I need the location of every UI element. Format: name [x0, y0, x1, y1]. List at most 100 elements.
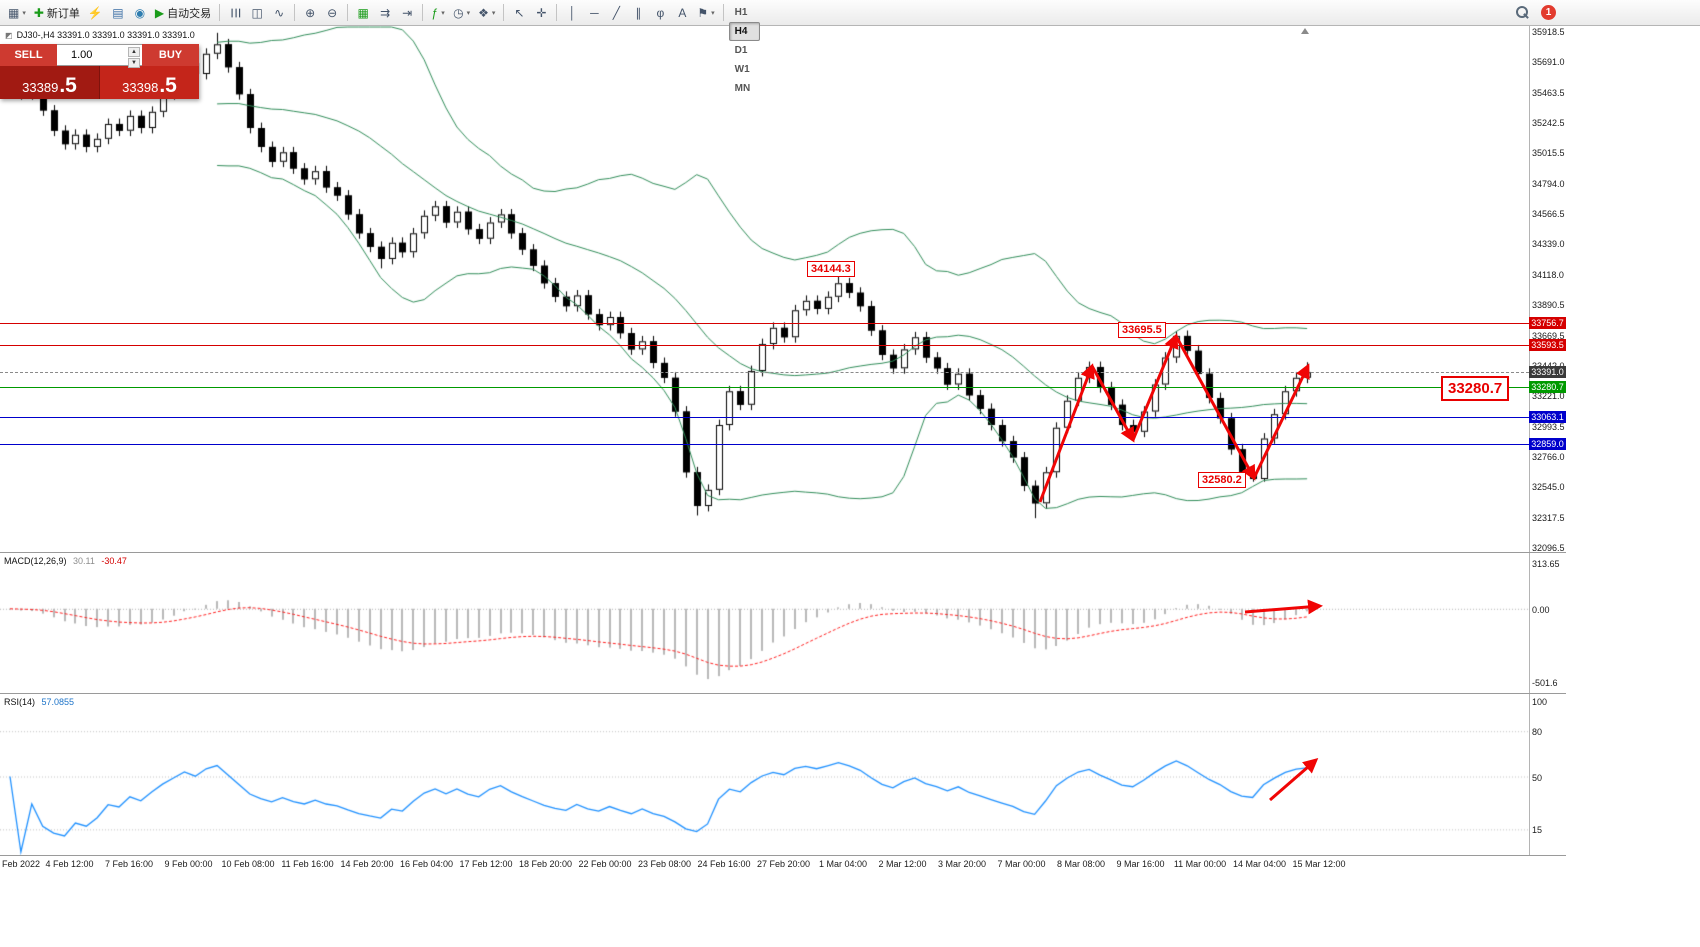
bar-chart-button[interactable]: ☰ — [225, 3, 245, 23]
timeframe-h1-button[interactable]: H1 — [734, 7, 748, 18]
timeframe-d1-button[interactable]: D1 — [734, 45, 748, 56]
channel-button[interactable]: ∥ — [628, 3, 648, 23]
sell-button[interactable]: SELL — [0, 44, 57, 66]
web-community-button[interactable]: ◉ — [130, 3, 150, 23]
trendline-button[interactable]: ╱ — [606, 3, 626, 23]
price-axis-label: 32317.5 — [1532, 512, 1565, 523]
rsi-panel-splitter[interactable] — [0, 693, 1566, 694]
price-line-tag: 32859.0 — [1529, 438, 1566, 451]
toolbar-separator — [294, 4, 296, 21]
timeframe-mn-button[interactable]: MN — [734, 83, 751, 94]
price-line-tag: 33280.7 — [1529, 381, 1566, 394]
horizontal-line-object[interactable] — [0, 322, 1529, 324]
chart-annotation-label[interactable]: 33695.5 — [1118, 322, 1166, 338]
auto-scroll-button[interactable]: ⇉ — [375, 3, 395, 23]
crosshair-button[interactable]: ✛ — [531, 3, 551, 23]
templates-button[interactable]: ❖ ▾ — [475, 3, 498, 23]
toolbar: ▦▾✚新订单⚡▤◉▶自动交易☰◫∿⊕⊖▦⇉⇥ƒ▾◷▾❖▾↖✛│─╱∥φA⚑▾ M… — [0, 0, 1700, 94]
zoom-out-button[interactable]: ⊖ — [322, 3, 342, 23]
time-axis-label: 22 Feb 00:00 — [578, 859, 632, 869]
charts-menu-button[interactable]: ▦ ▾ — [5, 3, 29, 23]
price-axis-label: 34794.0 — [1532, 178, 1565, 189]
arrows-icon: ⚑ — [697, 5, 709, 20]
timeframe-w1-button[interactable]: W1 — [734, 64, 750, 75]
timeframe-group: M1M5M15M30H1H4D1W1MN — [728, 0, 761, 98]
chart-shift-button[interactable]: ⇥ — [397, 3, 417, 23]
time-axis-splitter — [0, 855, 1566, 856]
search-icon[interactable] — [1516, 6, 1529, 19]
fibonacci-icon: φ — [656, 5, 665, 20]
price-axis-label: 32545.0 — [1532, 482, 1565, 493]
macd-panel-splitter[interactable] — [0, 552, 1566, 553]
time-axis-label: 14 Feb 20:00 — [340, 859, 394, 869]
line-chart-button[interactable]: ∿ — [269, 3, 289, 23]
time-axis-label: 10 Feb 08:00 — [221, 859, 275, 869]
periods-button[interactable]: ◷ ▾ — [450, 3, 473, 23]
time-axis-label: 9 Feb 00:00 — [164, 859, 213, 869]
volume-increase-button[interactable]: ▲ — [128, 47, 140, 57]
price-axis-label: 35918.5 — [1532, 27, 1565, 37]
notification-badge[interactable]: 1 — [1541, 5, 1556, 20]
macd-name: MACD(12,26,9) — [4, 556, 67, 566]
time-axis-label: 27 Feb 20:00 — [756, 859, 811, 869]
sell-price-button[interactable]: 33389.5 — [0, 66, 100, 99]
indicators-button[interactable]: ƒ ▾ — [428, 3, 448, 23]
chart-shift-marker[interactable] — [1301, 28, 1309, 34]
horizontal-line-object[interactable] — [0, 444, 1529, 446]
chart-annotation-label[interactable]: 34144.3 — [807, 261, 855, 277]
price-axis-label: 35463.5 — [1532, 87, 1565, 98]
vertical-line-button[interactable]: │ — [562, 3, 582, 23]
autotrade-button-label: 自动交易 — [167, 7, 212, 20]
time-axis-label: 17 Feb 12:00 — [459, 859, 513, 869]
templates-icon: ❖ — [478, 5, 489, 20]
toolbar-right-group: 1 — [1516, 5, 1556, 20]
horizontal-line-object[interactable] — [0, 416, 1529, 418]
chart-annotation-label[interactable]: 32580.2 — [1198, 472, 1246, 488]
autotrade-icon: ▶ — [154, 5, 165, 20]
buy-price-big-digit: .5 — [159, 74, 177, 97]
periods-icon: ◷ — [453, 5, 464, 20]
price-line-tag: 33756.7 — [1529, 316, 1566, 329]
new-order-button[interactable]: ✚ 新订单 — [31, 3, 83, 23]
time-axis-label: 7 Feb 16:00 — [104, 859, 154, 869]
time-axis-label: 15 Mar 12:00 — [1292, 859, 1346, 869]
market-watch-button[interactable]: ▤ — [108, 3, 128, 23]
fibonacci-button[interactable]: φ — [650, 3, 670, 23]
zoom-in-button[interactable]: ⊕ — [300, 3, 320, 23]
tile-windows-icon: ▦ — [357, 5, 369, 20]
charts-menu-icon: ▦ — [8, 5, 20, 20]
volume-decrease-button[interactable]: ▼ — [128, 58, 140, 68]
time-axis-label: 11 Mar 00:00 — [1173, 859, 1227, 869]
toolbar-separator — [219, 4, 221, 21]
new-order-button-label: 新订单 — [46, 7, 80, 20]
dropdown-caret-icon: ▾ — [441, 9, 445, 17]
tile-windows-button[interactable]: ▦ — [353, 3, 373, 23]
time-axis-label: 14 Mar 04:00 — [1232, 859, 1287, 869]
time-axis-label: 18 Feb 20:00 — [518, 859, 573, 869]
arrows-button[interactable]: ⚑ ▾ — [694, 3, 717, 23]
macd-axis-label: 0.00 — [1532, 604, 1550, 615]
candlestick-chart-button[interactable]: ◫ — [247, 3, 267, 23]
cursor-button[interactable]: ↖ — [509, 3, 529, 23]
price-axis-label: 35015.5 — [1532, 148, 1565, 159]
web-community-icon: ◉ — [134, 5, 146, 20]
time-axis-label: Feb 2022 — [2, 859, 41, 869]
horizontal-line-button[interactable]: ─ — [584, 3, 604, 23]
dropdown-caret-icon: ▾ — [466, 9, 471, 17]
new-order-icon: ✚ — [33, 5, 44, 20]
time-axis-label: 2 Mar 12:00 — [878, 859, 927, 869]
quick-trade-button[interactable]: ⚡ — [85, 3, 106, 23]
volume-field[interactable]: 1.00 ▲ ▼ — [57, 44, 142, 68]
chart-annotation-label[interactable]: 33280.7 — [1441, 376, 1510, 401]
autotrade-button[interactable]: ▶ 自动交易 — [152, 3, 214, 23]
price-axis-label: 32096.5 — [1532, 542, 1565, 553]
text-button[interactable]: A — [672, 3, 692, 23]
text-icon: A — [678, 5, 687, 20]
buy-price-button[interactable]: 33398.5 — [100, 66, 199, 99]
timeframe-h4-button[interactable]: H4 — [728, 22, 761, 41]
price-axis-label: 32766.0 — [1532, 451, 1565, 462]
buy-button[interactable]: BUY — [142, 44, 199, 66]
horizontal-line-object[interactable] — [0, 387, 1529, 389]
horizontal-line-object[interactable] — [0, 344, 1529, 346]
